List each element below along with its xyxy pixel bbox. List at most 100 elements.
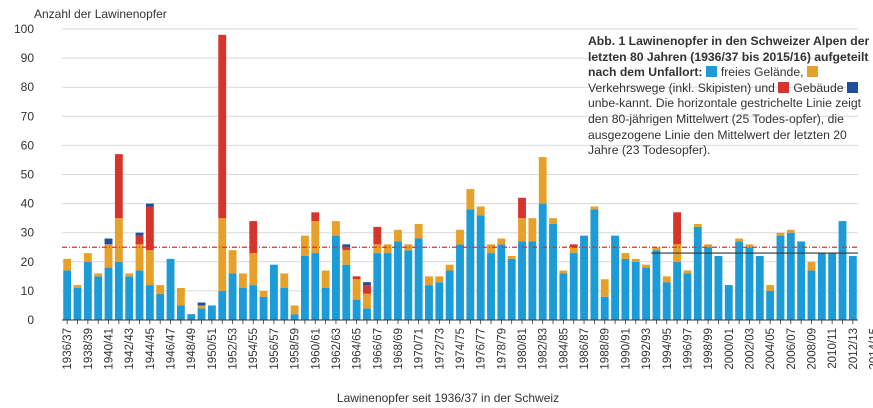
bar-segment-5-2: [114, 154, 123, 219]
bar-segment-18-2: [249, 221, 258, 254]
bar-segment-66-0: [745, 247, 754, 320]
bar-segment-7-3: [135, 232, 144, 236]
bar-segment-23-0: [301, 255, 309, 320]
bar-segment-31-1: [383, 244, 392, 254]
bar-segment-46-0: [538, 203, 547, 320]
y-axis-label: Anzahl der Lawinenopfer: [34, 7, 167, 21]
bar-segment-7-0: [135, 270, 144, 320]
bar-segment-12-0: [187, 314, 196, 320]
bar-segment-27-0: [342, 264, 351, 320]
bar-segment-16-1: [228, 250, 237, 274]
bar-segment-6-0: [125, 276, 134, 320]
bar-segment-23-1: [301, 235, 309, 256]
x-tick-label-18: 1972/73: [434, 328, 446, 370]
bar-segment-24-2: [311, 212, 320, 222]
x-tick-label-3: 1942/43: [124, 328, 136, 370]
bar-segment-32-0: [394, 241, 402, 320]
bar-segment-14-0: [207, 305, 216, 320]
x-tick-label-11: 1958/59: [290, 328, 302, 370]
x-tick-label-8: 1952/53: [228, 328, 240, 370]
bar-segment-59-0: [673, 261, 682, 320]
y-tick-label-70: 70: [21, 109, 35, 123]
x-tick-label-22: 1980/81: [517, 328, 529, 370]
legend-swatch-traffic-routes: [806, 66, 818, 78]
y-tick-label-30: 30: [21, 226, 35, 240]
bar-segment-33-0: [404, 250, 413, 320]
bar-segment-58-0: [662, 282, 671, 320]
bar-segment-21-1: [280, 273, 289, 288]
bar-segment-62-0: [704, 247, 713, 320]
bar-segment-40-1: [476, 206, 485, 216]
bar-segment-20-0: [269, 264, 278, 320]
bar-segment-51-1: [590, 206, 599, 210]
bar-segment-61-0: [693, 226, 702, 320]
bar-segment-59-2: [673, 212, 682, 245]
bar-segment-17-1: [238, 273, 247, 288]
bar-segment-55-1: [631, 258, 640, 262]
bar-segment-30-0: [373, 253, 382, 320]
bar-segment-64-0: [724, 285, 733, 320]
bar-segment-66-1: [745, 244, 754, 248]
legend: freies Gelände, Verkehrswege (inkl. Skip…: [588, 65, 862, 110]
bar-segment-54-1: [621, 253, 630, 259]
bar-segment-46-1: [538, 157, 547, 204]
bar-segment-55-0: [631, 261, 640, 320]
bar-segment-48-1: [559, 270, 568, 274]
bar-segment-15-1: [218, 218, 227, 291]
bar-segment-33-1: [404, 244, 413, 251]
figure-caption: Abb. 1 Lawinenopfer in den Schweizer Alp…: [588, 34, 870, 159]
bar-segment-71-0: [797, 241, 806, 320]
bar-segment-53-0: [611, 235, 619, 320]
bar-segment-31-0: [383, 253, 392, 320]
bar-segment-75-0: [838, 221, 847, 320]
bar-segment-3-0: [94, 276, 103, 320]
bar-segment-7-2: [135, 235, 144, 245]
bar-segment-43-0: [507, 258, 516, 320]
bar-segment-35-1: [425, 276, 433, 286]
bar-segment-4-3: [104, 238, 113, 245]
x-tick-label-16: 1968/69: [393, 328, 405, 370]
bar-segment-29-2: [363, 285, 371, 294]
bar-segment-38-0: [456, 244, 464, 320]
bar-segment-24-0: [311, 253, 320, 320]
x-tick-label-34: 2004/05: [765, 328, 777, 370]
bar-segment-61-1: [693, 223, 702, 227]
x-tick-label-2: 1940/41: [104, 328, 116, 370]
legend-swatch-free-terrain: [705, 66, 717, 78]
bar-segment-8-1: [145, 250, 154, 286]
bar-segment-9-1: [156, 285, 165, 294]
y-tick-label-50: 50: [21, 168, 35, 182]
bar-segment-39-0: [466, 209, 475, 320]
bar-segment-65-1: [735, 238, 744, 242]
bar-segment-65-0: [735, 241, 744, 320]
bar-segment-57-1: [652, 247, 661, 251]
bar-segment-42-0: [497, 244, 506, 320]
bar-segment-72-1: [807, 261, 816, 271]
bar-segment-63-0: [714, 255, 723, 320]
bar-segment-1-1: [73, 285, 82, 288]
bar-segment-18-0: [249, 285, 258, 320]
bar-segment-40-0: [476, 215, 485, 320]
bar-segment-58-1: [662, 276, 671, 283]
x-tick-label-33: 2002/03: [744, 328, 756, 370]
x-tick-label-29: 1994/95: [662, 328, 674, 370]
bar-segment-18-1: [249, 253, 258, 286]
y-tick-label-60: 60: [21, 138, 35, 152]
x-tick-label-32: 2000/01: [724, 328, 736, 370]
legend-label-buildings: Gebäude: [793, 80, 844, 95]
bar-segment-2-1: [83, 253, 92, 262]
bar-segment-52-1: [600, 279, 609, 297]
bar-segment-47-1: [549, 218, 557, 224]
bar-segment-10-0: [166, 258, 175, 320]
bar-segment-36-1: [435, 276, 444, 283]
bar-segment-68-0: [766, 290, 775, 320]
caption-text: Die horizontale gestrichelte Linie zeigt…: [588, 96, 862, 158]
bar-segment-4-1: [104, 244, 113, 268]
x-tick-label-24: 1984/85: [558, 328, 570, 370]
bar-segment-70-1: [786, 229, 795, 233]
bar-segment-34-1: [414, 223, 423, 239]
bar-segment-5-1: [114, 218, 123, 262]
bar-segment-0-0: [63, 270, 72, 320]
bar-segment-30-1: [373, 244, 382, 254]
